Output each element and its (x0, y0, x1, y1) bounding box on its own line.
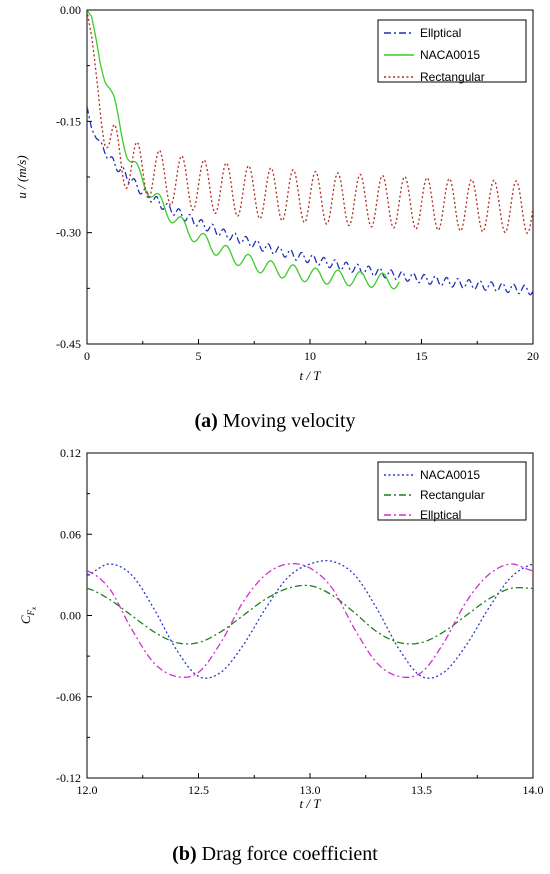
caption-drag-force: (b) Drag force coefficient (0, 843, 550, 866)
legend-label: Rectangular (420, 488, 485, 502)
y-tick-label: 0.06 (60, 527, 81, 541)
y-tick-label: 0.12 (60, 446, 81, 460)
x-axis-title: t / T (300, 796, 322, 811)
legend-box (377, 461, 527, 521)
y-tick-label: -0.45 (56, 337, 81, 351)
x-tick-label: 20 (527, 349, 539, 363)
x-tick-label: 13.0 (300, 783, 321, 797)
x-tick-label: 5 (196, 349, 202, 363)
caption-b-tag: (b) (172, 843, 197, 865)
x-tick-label: 14.0 (523, 783, 544, 797)
y-axis-title: CFx (18, 606, 38, 624)
series-group (87, 10, 533, 296)
chart-panel-1: 0 5 10 15 20 0.00 -0.15 -0.30 -0.45 t / T u / (m/s… (14, 3, 539, 383)
series-line-naca0015 (87, 10, 400, 290)
series-line-ellptical (87, 562, 533, 678)
y-tick-label: 0.00 (60, 609, 81, 623)
x-tick-label: 13.5 (411, 783, 432, 797)
x-tick-label: 0 (84, 349, 90, 363)
y-tick-label: -0.06 (56, 690, 81, 704)
x-axis-title: t / T (300, 368, 322, 383)
x-tick-label: 12.5 (188, 783, 209, 797)
x-tick-label: 12.0 (77, 783, 98, 797)
legend-label: Ellptical (420, 508, 461, 522)
legend: Ellptical NACA0015 Rectangular (377, 19, 527, 84)
series-line-rectangular (87, 10, 533, 234)
caption-moving-velocity: (a) Moving velocity (0, 410, 550, 433)
series-line-naca0015 (87, 559, 533, 679)
y-axis-title: u / (m/s) (14, 155, 29, 198)
caption-a-tag: (a) (194, 410, 218, 432)
caption-b-text: Drag force coefficient (196, 843, 378, 865)
y-tick-label: 0.00 (60, 3, 81, 17)
series-line-rectangular (87, 584, 533, 645)
legend-label: Rectangular (420, 70, 485, 84)
legend: NACA0015 Rectangular Ellptical (377, 461, 527, 522)
series-line-ellptical (87, 106, 533, 296)
x-tick-label: 15 (416, 349, 428, 363)
chart-panel-2: 12.0 12.5 13.0 13.5 14.0 0.12 0.06 0.00 -0.06 -0.… (18, 446, 544, 811)
legend-label: NACA0015 (420, 48, 480, 62)
legend-label: Ellptical (420, 26, 461, 40)
y-tick-label: -0.15 (56, 114, 81, 128)
series-group (87, 559, 533, 679)
caption-a-text: Moving velocity (217, 410, 356, 432)
y-tick-label: -0.12 (56, 771, 81, 785)
legend-box (377, 19, 527, 83)
y-tick-label: -0.30 (56, 226, 81, 240)
x-tick-label: 10 (304, 349, 316, 363)
legend-label: NACA0015 (420, 468, 480, 482)
